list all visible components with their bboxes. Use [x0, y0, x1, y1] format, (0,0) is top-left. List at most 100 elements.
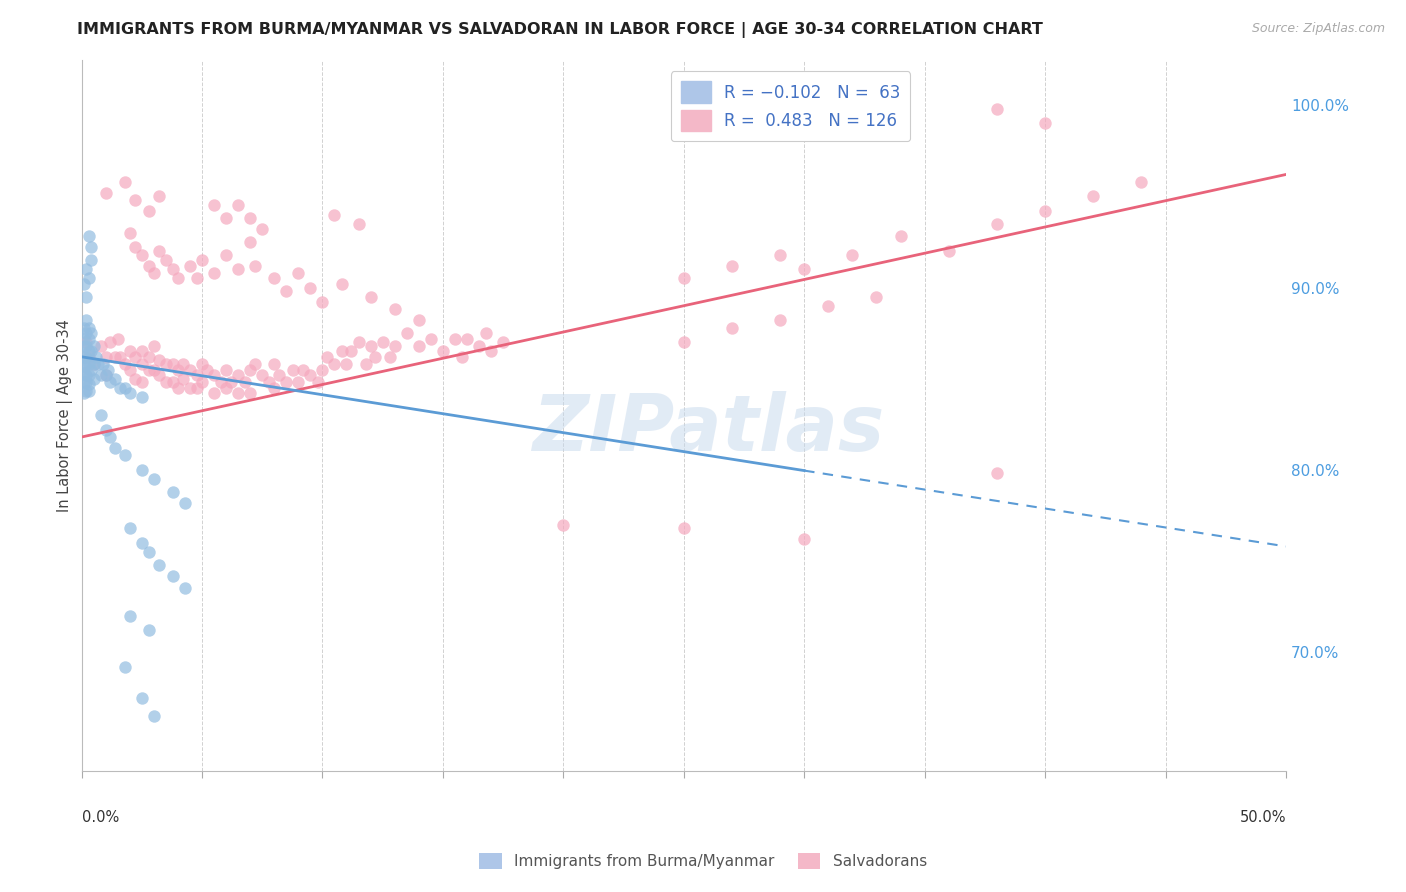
Point: [162, 357, 184, 371]
Point: [75, 368, 97, 382]
Point: [90, 339, 112, 353]
Point: [138, 259, 160, 273]
Point: [1083, 189, 1105, 203]
Point: [118, 362, 141, 376]
Point: [90, 368, 112, 382]
Point: [73, 320, 96, 334]
Point: [179, 259, 201, 273]
Y-axis label: In Labor Force | Age 30-34: In Labor Force | Age 30-34: [58, 318, 73, 512]
Point: [1130, 175, 1153, 189]
Point: [451, 350, 474, 364]
Point: [142, 472, 165, 486]
Point: [97, 362, 120, 376]
Point: [250, 222, 273, 236]
Point: [87, 357, 110, 371]
Point: [243, 259, 266, 273]
Point: [73, 386, 96, 401]
Point: [162, 484, 184, 499]
Point: [83, 339, 105, 353]
Point: [1033, 203, 1056, 218]
Text: 50.0%: 50.0%: [1240, 810, 1286, 825]
Point: [239, 386, 262, 401]
Point: [77, 320, 100, 334]
Point: [721, 320, 744, 334]
Point: [131, 248, 153, 262]
Point: [347, 335, 370, 350]
Point: [73, 376, 96, 390]
Point: [202, 266, 225, 280]
Point: [419, 332, 441, 346]
Point: [191, 357, 214, 371]
Point: [148, 558, 170, 572]
Point: [226, 386, 249, 401]
Point: [94, 423, 117, 437]
Point: [138, 545, 160, 559]
Point: [75, 350, 97, 364]
Point: [283, 362, 305, 376]
Point: [492, 335, 515, 350]
Point: [148, 189, 170, 203]
Point: [138, 362, 160, 376]
Point: [75, 339, 97, 353]
Point: [174, 496, 197, 510]
Point: [215, 381, 238, 395]
Point: [202, 198, 225, 212]
Point: [721, 259, 744, 273]
Point: [793, 102, 815, 116]
Point: [195, 362, 218, 376]
Point: [191, 253, 214, 268]
Point: [1033, 116, 1056, 130]
Point: [75, 262, 97, 277]
Point: [162, 262, 184, 277]
Point: [307, 376, 329, 390]
Point: [75, 313, 97, 327]
Point: [191, 376, 214, 390]
Point: [75, 357, 97, 371]
Point: [73, 277, 96, 291]
Point: [155, 376, 177, 390]
Point: [215, 248, 238, 262]
Point: [479, 344, 502, 359]
Point: [239, 211, 262, 226]
Point: [299, 280, 322, 294]
Point: [250, 368, 273, 382]
Point: [83, 357, 105, 371]
Point: [226, 198, 249, 212]
Point: [75, 326, 97, 340]
Point: [100, 376, 122, 390]
Point: [202, 386, 225, 401]
Point: [77, 332, 100, 346]
Point: [202, 368, 225, 382]
Point: [131, 376, 153, 390]
Point: [73, 359, 96, 373]
Point: [131, 344, 153, 359]
Point: [148, 353, 170, 368]
Point: [226, 262, 249, 277]
Point: [276, 284, 298, 298]
Point: [100, 430, 122, 444]
Point: [124, 193, 146, 207]
Point: [104, 350, 127, 364]
Point: [118, 608, 141, 623]
Point: [468, 339, 491, 353]
Point: [107, 332, 129, 346]
Point: [299, 368, 322, 382]
Point: [323, 208, 346, 222]
Point: [172, 357, 194, 371]
Point: [73, 350, 96, 364]
Point: [138, 624, 160, 638]
Point: [287, 266, 309, 280]
Point: [553, 517, 575, 532]
Point: [80, 344, 103, 359]
Point: [73, 332, 96, 346]
Point: [142, 339, 165, 353]
Point: [938, 244, 960, 258]
Point: [114, 175, 136, 189]
Point: [475, 326, 498, 340]
Legend: R = −0.102   N =  63, R =  0.483   N = 126: R = −0.102 N = 63, R = 0.483 N = 126: [671, 71, 910, 141]
Point: [215, 362, 238, 376]
Point: [793, 532, 815, 546]
Point: [672, 521, 695, 535]
Point: [167, 271, 190, 285]
Point: [114, 357, 136, 371]
